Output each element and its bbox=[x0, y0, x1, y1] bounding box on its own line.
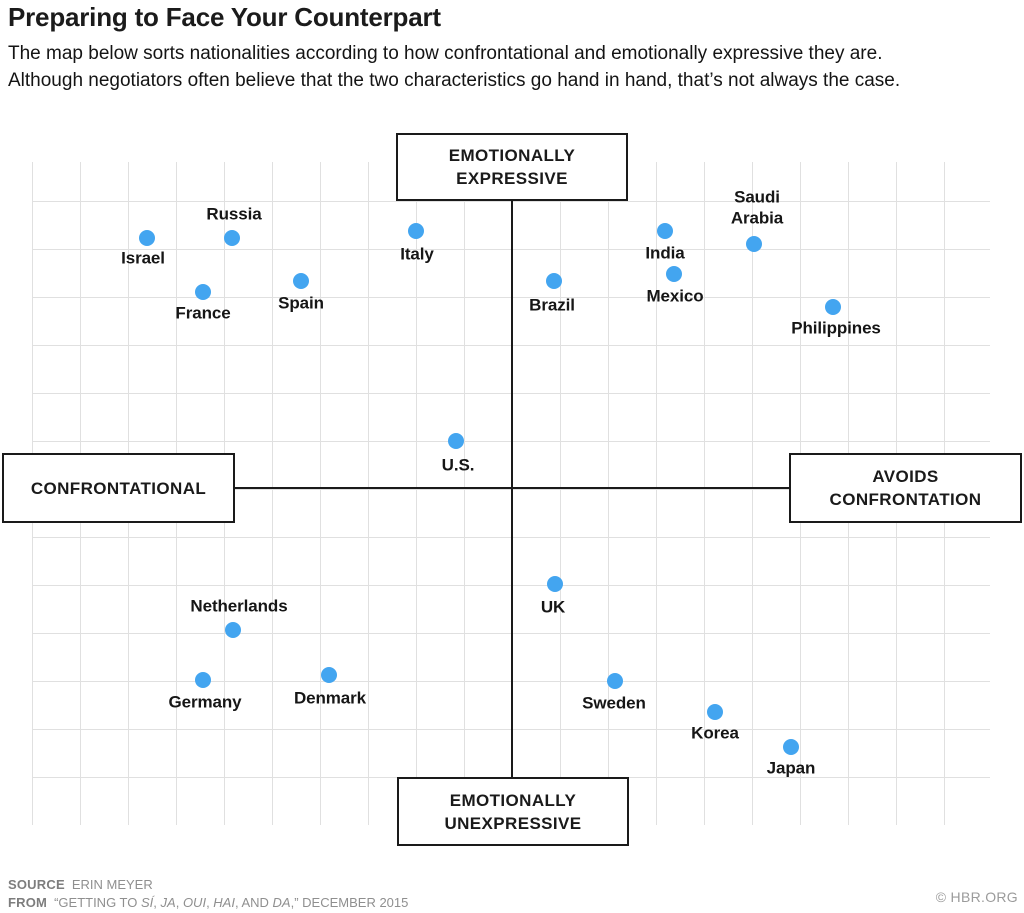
data-point-label: France bbox=[175, 303, 231, 323]
data-point-label: Russia bbox=[206, 204, 262, 224]
data-point-dot bbox=[224, 230, 240, 246]
data-point-dot bbox=[547, 576, 563, 592]
data-point-dot bbox=[746, 236, 762, 252]
data-point-dot bbox=[293, 273, 309, 289]
data-point-dot bbox=[139, 230, 155, 246]
footer-from-value: “GETTING TO SÍ, JA, OUI, HAI, AND DA,” D… bbox=[54, 895, 409, 910]
data-point-dot bbox=[448, 433, 464, 449]
data-point-label: Mexico bbox=[646, 286, 704, 306]
data-point-label: Korea bbox=[691, 723, 739, 743]
data-point-label: Japan bbox=[766, 758, 816, 778]
data-point-dot bbox=[607, 673, 623, 689]
chart-subtitle: The map below sorts nationalities accord… bbox=[8, 40, 900, 94]
from-label: FROM bbox=[8, 895, 48, 910]
data-point-dot bbox=[546, 273, 562, 289]
source-value: ERIN MEYER bbox=[71, 877, 153, 892]
data-point-label: Israel bbox=[121, 248, 165, 268]
subtitle-line-2: Although negotiators often believe that … bbox=[8, 70, 901, 91]
data-point-label: U.S. bbox=[441, 455, 475, 475]
subtitle-line-1: The map below sorts nationalities accord… bbox=[8, 43, 883, 64]
data-point-label: Saudi Arabia bbox=[730, 187, 784, 227]
data-point-dot bbox=[321, 667, 337, 683]
data-point-dot bbox=[825, 299, 841, 315]
data-point-label: Philippines bbox=[791, 318, 881, 338]
data-point-dot bbox=[666, 266, 682, 282]
data-point-dot bbox=[195, 284, 211, 300]
data-point-label: Italy bbox=[400, 244, 434, 264]
data-point-label: Germany bbox=[168, 692, 242, 712]
data-point-label: Sweden bbox=[582, 693, 646, 713]
data-point-dot bbox=[707, 704, 723, 720]
data-point-label: UK bbox=[540, 597, 566, 617]
source-label: SOURCE bbox=[8, 877, 65, 892]
from-line: FROM “GETTING TO SÍ, JA, OUI, HAI, AND DA… bbox=[8, 894, 408, 912]
vertical-axis-line bbox=[511, 201, 513, 777]
page-title: Preparing to Face Your Counterpart bbox=[8, 2, 441, 32]
source-line: SOURCE ERIN MEYER bbox=[8, 876, 408, 894]
axis-label-emotionally-expressive: EMOTIONALLY EXPRESSIVE bbox=[396, 133, 628, 201]
data-point-dot bbox=[195, 672, 211, 688]
data-point-label: India bbox=[645, 243, 685, 263]
data-point-dot bbox=[408, 223, 424, 239]
source-attribution: SOURCE ERIN MEYER FROM “GETTING TO SÍ, JA,… bbox=[8, 876, 408, 912]
data-point-label: Netherlands bbox=[190, 596, 288, 616]
data-point-dot bbox=[657, 223, 673, 239]
axis-label-confrontational: CONFRONTATIONAL bbox=[2, 453, 235, 523]
data-point-dot bbox=[225, 622, 241, 638]
data-point-label: Denmark bbox=[293, 688, 367, 708]
data-point-label: Brazil bbox=[529, 295, 575, 315]
axis-label-avoids-confrontation: AVOIDS CONFRONTATION bbox=[789, 453, 1022, 523]
hbr-copyright: © HBR.ORG bbox=[935, 889, 1018, 905]
data-point-dot bbox=[783, 739, 799, 755]
data-point-label: Spain bbox=[278, 293, 324, 313]
axis-label-emotionally-unexpressive: EMOTIONALLY UNEXPRESSIVE bbox=[397, 777, 629, 846]
